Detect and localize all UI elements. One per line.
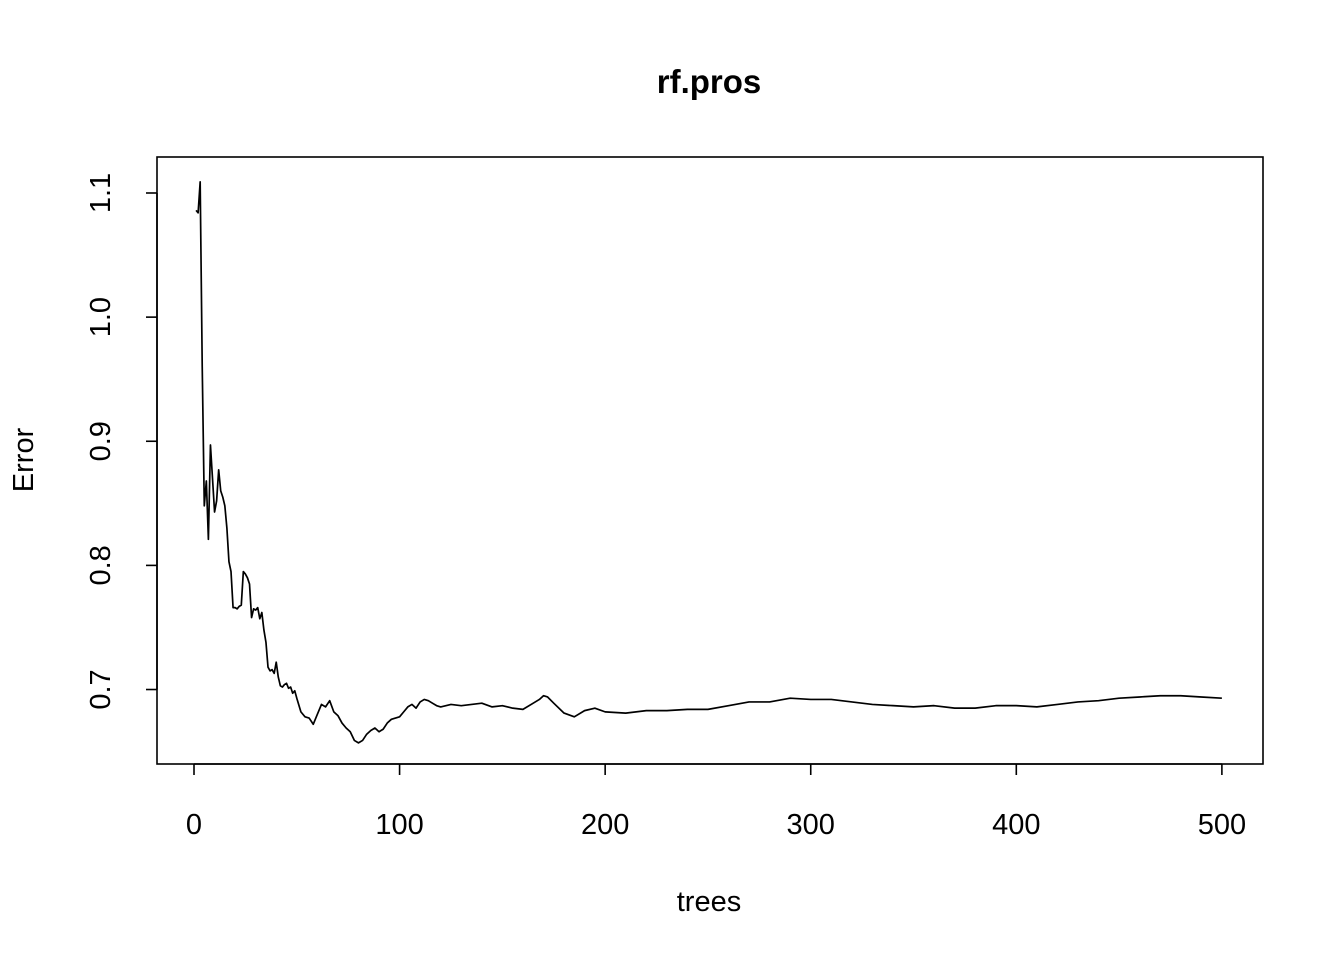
x-axis-label: trees	[677, 886, 741, 918]
x-tick-label: 0	[186, 809, 202, 841]
chart-title: rf.pros	[657, 63, 762, 100]
x-tick-label: 500	[1198, 809, 1246, 841]
x-tick-label: 100	[375, 809, 423, 841]
error-series-line	[195, 180, 1222, 744]
y-tick-label: 0.9	[85, 421, 117, 461]
x-tick-label: 300	[787, 809, 835, 841]
plot-frame	[156, 156, 1264, 765]
y-tick-label: 1.1	[85, 173, 117, 213]
y-tick-label: 0.7	[85, 669, 117, 709]
x-axis: 0 100 200 300 400 500	[186, 763, 1246, 841]
x-tick-label: 200	[581, 809, 629, 841]
y-axis-label: Error	[8, 427, 40, 492]
y-axis: 0.7 0.8 0.9 1.0 1.1	[85, 173, 158, 710]
y-tick-label: 1.0	[85, 297, 117, 337]
y-tick-label: 0.8	[85, 545, 117, 585]
x-tick-label: 400	[992, 809, 1040, 841]
